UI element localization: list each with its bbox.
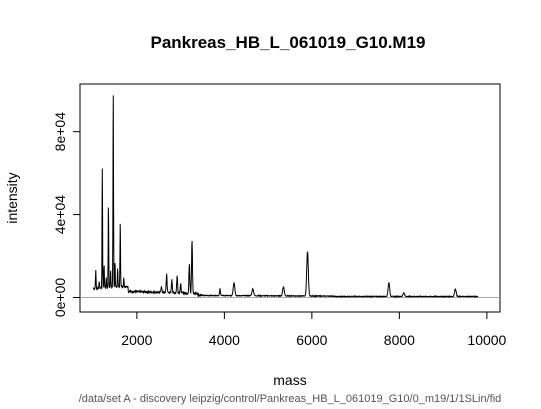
y-tick-label: 8e+04 [52, 112, 68, 152]
plot-frame [79, 83, 501, 313]
x-tick-label: 10000 [467, 332, 506, 348]
y-axis-label: intensity [4, 172, 20, 223]
x-tick-label: 2000 [121, 332, 152, 348]
x-axis: 2000 4000 6000 8000 10000 [121, 311, 507, 348]
y-axis: 0e+00 4e+04 8e+04 [52, 112, 81, 318]
chart-subtitle: /data/set A - discovery leipzig/control/… [79, 393, 502, 405]
x-tick-label: 4000 [209, 332, 240, 348]
y-tick-label: 4e+04 [52, 195, 68, 235]
y-tick-label: 0e+00 [52, 278, 68, 318]
x-tick-label: 8000 [384, 332, 415, 348]
chart-title: Pankreas_HB_L_061019_G10.M19 [150, 33, 425, 52]
spectrum-series [92, 95, 479, 299]
x-axis-label: mass [273, 372, 306, 388]
x-tick-label: 6000 [296, 332, 327, 348]
